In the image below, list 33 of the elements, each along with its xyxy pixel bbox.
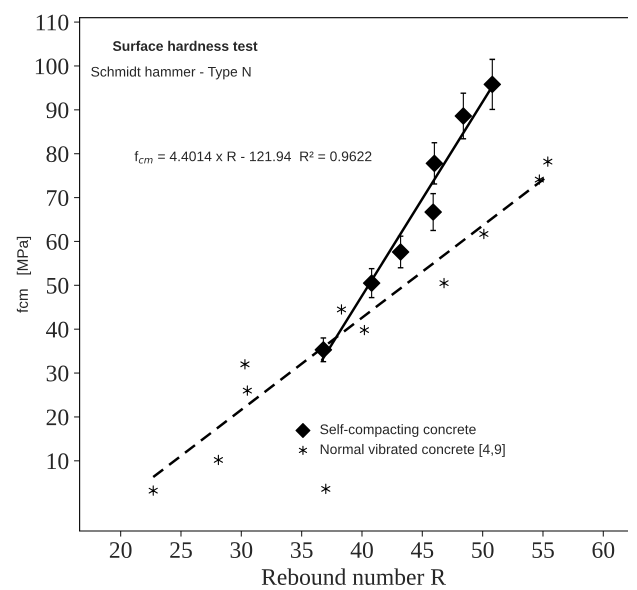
x-tick-label: 50	[472, 542, 494, 558]
x-tick-label: 60	[592, 542, 614, 558]
text: Schmidt hammer - Type N	[91, 66, 251, 80]
y-tick-label: 110	[36, 14, 68, 31]
y-tick-label: 80	[46, 146, 68, 162]
x-axis-title: Rebound number R	[262, 568, 446, 585]
x-tick-label: 45	[410, 542, 434, 558]
x-tick-label: 40	[350, 542, 373, 558]
point	[424, 203, 442, 221]
y-tick-label: 30	[46, 366, 68, 382]
text: Surface hardness test	[112, 40, 258, 51]
y-tick-label: 90	[46, 102, 68, 118]
y-axis-title: fcm [MPa]	[16, 236, 32, 313]
point	[426, 154, 444, 172]
point	[314, 341, 332, 359]
x-tick-label: 30	[230, 542, 252, 558]
y-tick-label: 100	[36, 58, 68, 74]
point	[454, 107, 472, 125]
y-tick-label: 40	[46, 322, 68, 338]
y-tick-label: 50	[46, 278, 68, 294]
y-tick-label: 60	[46, 234, 68, 250]
y-tick-label: 20	[46, 409, 68, 426]
point	[484, 76, 502, 94]
x-tick-label: 25	[170, 542, 192, 558]
y-tick-label: 70	[47, 190, 68, 206]
legend-label: Self-compacting concrete	[320, 424, 476, 438]
point	[362, 274, 380, 292]
x-tick-label: 35	[290, 542, 313, 558]
y-tick-label: 10	[48, 453, 68, 470]
x-tick-label: 20	[110, 542, 132, 558]
annotation: f$_{cm}$ = 4.4014 x R - 121.94 R² = 0.9622	[134, 151, 372, 164]
x-tick-label: 55	[532, 542, 554, 558]
point	[392, 243, 410, 261]
